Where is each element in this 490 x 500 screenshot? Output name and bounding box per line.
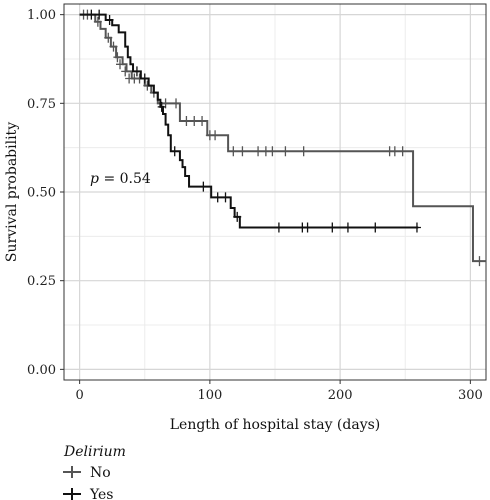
grid-lines bbox=[64, 4, 486, 380]
censor-mark bbox=[121, 66, 130, 77]
p-value-text: = 0.54 bbox=[99, 171, 151, 187]
censor-mark bbox=[157, 101, 166, 112]
censor-mark bbox=[268, 146, 277, 157]
censor-mark bbox=[198, 116, 207, 127]
y-tick-label: 0.00 bbox=[27, 363, 56, 378]
censor-mark bbox=[132, 66, 141, 77]
censor-mark bbox=[233, 211, 242, 222]
legend-title: Delirium bbox=[63, 444, 126, 460]
censor-mark bbox=[213, 192, 222, 203]
censor-mark bbox=[254, 146, 263, 157]
censor-mark bbox=[274, 222, 283, 233]
censor-mark bbox=[199, 181, 208, 192]
censor-mark bbox=[229, 146, 238, 157]
censor-mark bbox=[412, 222, 421, 233]
censor-mark bbox=[182, 116, 191, 127]
censor-mark bbox=[116, 59, 125, 70]
legend-label-yes: Yes bbox=[89, 487, 114, 500]
legend-items: No Yes bbox=[63, 465, 114, 500]
y-tick-label: 0.50 bbox=[27, 186, 56, 201]
x-tick-label: 300 bbox=[458, 388, 483, 403]
legend-key-no bbox=[63, 466, 81, 478]
y-axis-label: Survival probability bbox=[4, 122, 20, 262]
censor-mark bbox=[371, 222, 380, 233]
x-tick-label: 200 bbox=[328, 388, 353, 403]
censor-mark bbox=[172, 98, 181, 109]
survival-curve-yes bbox=[79, 13, 419, 229]
legend-label-no: No bbox=[90, 465, 111, 481]
survival-curve-no bbox=[79, 13, 486, 263]
series-yes bbox=[79, 9, 421, 233]
censor-mark bbox=[104, 32, 113, 43]
censor-mark bbox=[299, 146, 308, 157]
censor-mark bbox=[398, 146, 407, 157]
censor-mark bbox=[390, 146, 399, 157]
censor-mark bbox=[343, 222, 352, 233]
legend-key-yes bbox=[63, 488, 81, 500]
x-axis-label: Length of hospital stay (days) bbox=[170, 417, 381, 433]
censor-mark bbox=[105, 14, 114, 25]
censor-mark bbox=[328, 222, 337, 233]
legend: Delirium No Yes bbox=[63, 444, 126, 500]
y-tick-label: 0.25 bbox=[27, 274, 56, 289]
y-tick-label: 0.75 bbox=[27, 97, 56, 112]
censor-mark bbox=[281, 146, 290, 157]
censor-mark bbox=[303, 222, 312, 233]
censor-mark bbox=[109, 41, 118, 52]
series-no bbox=[79, 9, 486, 267]
censor-mark bbox=[475, 256, 484, 267]
ticks-layer: 0 100 200 300 0.00 0.25 0.50 0.75 1.00 bbox=[27, 8, 483, 403]
x-tick-label: 100 bbox=[197, 388, 222, 403]
censor-mark bbox=[190, 116, 199, 127]
censor-mark bbox=[113, 52, 122, 63]
p-value-symbol: p bbox=[90, 171, 99, 187]
censor-mark bbox=[93, 16, 102, 27]
censor-mark bbox=[238, 146, 247, 157]
censor-mark bbox=[170, 146, 179, 157]
censor-mark bbox=[87, 9, 96, 20]
censor-mark bbox=[211, 130, 220, 141]
censor-mark bbox=[221, 192, 230, 203]
censor-mark bbox=[140, 73, 149, 84]
y-tick-label: 1.00 bbox=[27, 8, 56, 23]
x-tick-label: 0 bbox=[75, 388, 83, 403]
censor-mark bbox=[95, 9, 104, 20]
series-layer bbox=[79, 9, 486, 267]
p-value-annotation: p = 0.54 bbox=[90, 171, 151, 187]
